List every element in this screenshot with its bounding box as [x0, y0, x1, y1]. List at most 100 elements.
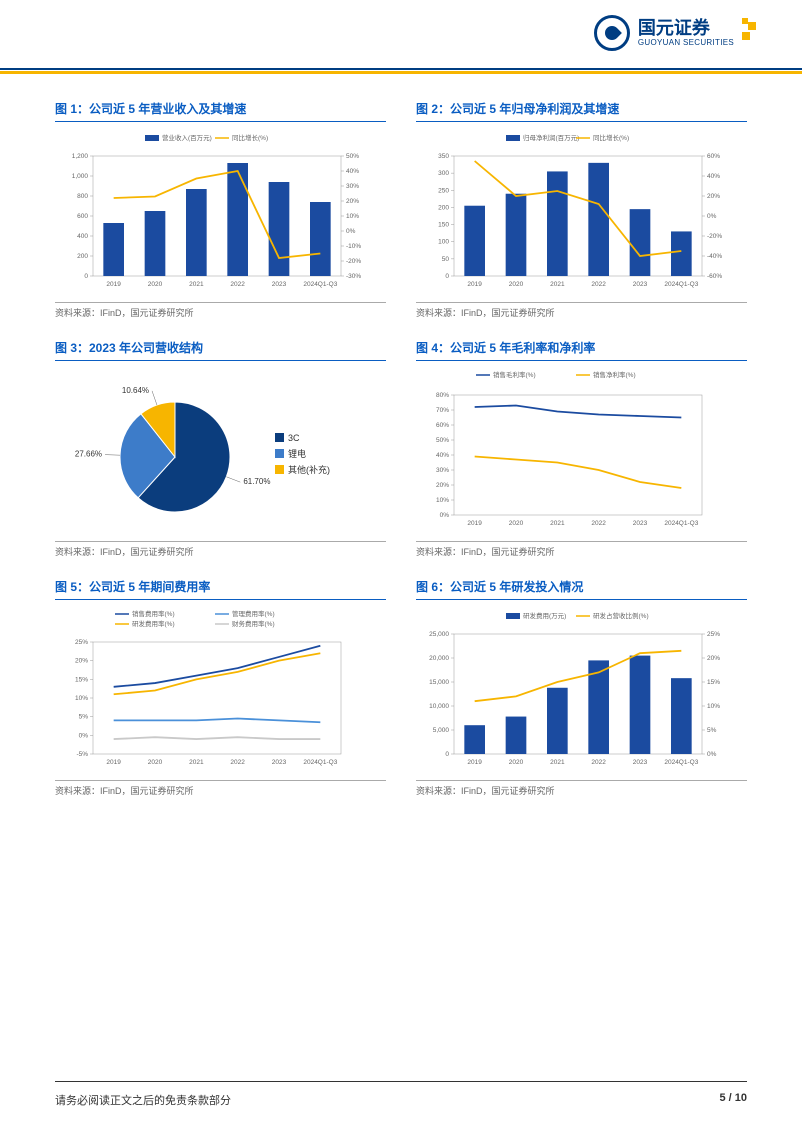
svg-text:20%: 20% [346, 198, 359, 205]
footer: 请务必阅读正文之后的免责条款部分 5 / 10 [55, 1081, 747, 1108]
svg-text:2021: 2021 [550, 520, 565, 527]
svg-text:70%: 70% [436, 407, 449, 414]
svg-text:2023: 2023 [633, 759, 648, 766]
svg-text:2019: 2019 [106, 759, 121, 766]
svg-text:-10%: -10% [346, 243, 361, 250]
svg-text:40%: 40% [436, 452, 449, 459]
svg-text:研发费用(万元): 研发费用(万元) [523, 611, 566, 620]
svg-text:800: 800 [77, 193, 88, 200]
svg-text:10.64%: 10.64% [122, 386, 149, 395]
svg-text:15,000: 15,000 [429, 679, 449, 686]
svg-text:20%: 20% [436, 482, 449, 489]
svg-text:1,000: 1,000 [72, 173, 89, 180]
logo-text-cn: 国元证券 [638, 19, 734, 39]
svg-text:0: 0 [445, 751, 449, 758]
svg-text:2022: 2022 [230, 759, 245, 766]
svg-text:0%: 0% [79, 732, 89, 739]
svg-text:80%: 80% [436, 392, 449, 399]
chart-svg: 研发费用(万元)研发占营收比例(%)05,00010,00015,00020,0… [416, 606, 736, 776]
svg-text:15%: 15% [75, 676, 88, 683]
logo-icon [594, 15, 630, 51]
svg-text:2020: 2020 [509, 281, 524, 288]
chart-6: 图 6：公司近 5 年研发投入情况研发费用(万元)研发占营收比例(%)05,00… [416, 578, 747, 807]
svg-text:归母净利润(百万元): 归母净利润(百万元) [523, 133, 579, 142]
svg-text:30%: 30% [346, 183, 359, 190]
chart-svg: 销售毛利率(%)销售净利率(%)0%10%20%30%40%50%60%70%8… [416, 367, 736, 537]
svg-text:-20%: -20% [346, 258, 361, 265]
svg-text:2022: 2022 [591, 520, 606, 527]
svg-text:25,000: 25,000 [429, 631, 449, 638]
chart-source: 资料来源：IFinD，国元证券研究所 [416, 302, 747, 319]
svg-text:0%: 0% [707, 213, 717, 220]
svg-text:2019: 2019 [467, 520, 482, 527]
svg-text:27.66%: 27.66% [75, 450, 102, 459]
chart-source: 资料来源：IFinD，国元证券研究所 [55, 780, 386, 797]
svg-text:0%: 0% [707, 751, 717, 758]
svg-text:5%: 5% [79, 714, 89, 721]
svg-text:2022: 2022 [591, 759, 606, 766]
chart-svg: 归母净利润(百万元)同比增长(%)050100150200250300350-6… [416, 128, 736, 298]
chart-title: 图 2：公司近 5 年归母净利润及其增速 [416, 100, 747, 122]
svg-text:-40%: -40% [707, 253, 722, 260]
svg-text:61.70%: 61.70% [243, 477, 270, 486]
content: 图 1：公司近 5 年营业收入及其增速营业收入(百万元) 同比增长(%) 0 200 4… [0, 70, 802, 817]
svg-text:2019: 2019 [467, 281, 482, 288]
svg-text:研发费用率(%): 研发费用率(%) [132, 619, 175, 628]
svg-text:营业收入(百万元): 营业收入(百万元) [162, 133, 212, 142]
logo-squares-icon [742, 18, 762, 48]
svg-text:20%: 20% [707, 193, 720, 200]
svg-text:150: 150 [438, 222, 449, 229]
svg-text:0%: 0% [440, 512, 450, 519]
svg-text:2021: 2021 [550, 281, 565, 288]
svg-text:20%: 20% [75, 658, 88, 665]
svg-text:2021: 2021 [550, 759, 565, 766]
svg-text:2019: 2019 [467, 759, 482, 766]
disclaimer: 请务必阅读正文之后的免责条款部分 [55, 1092, 231, 1108]
svg-text:-60%: -60% [707, 273, 722, 280]
svg-text:2021: 2021 [189, 281, 204, 288]
chart-title: 图 6：公司近 5 年研发投入情况 [416, 578, 747, 600]
svg-text:同比增长(%): 同比增长(%) [232, 133, 268, 142]
svg-text:40%: 40% [707, 173, 720, 180]
svg-text:10,000: 10,000 [429, 703, 449, 710]
svg-text:2020: 2020 [509, 520, 524, 527]
svg-text:-5%: -5% [76, 751, 88, 758]
svg-text:-20%: -20% [707, 233, 722, 240]
svg-text:2023: 2023 [633, 520, 648, 527]
svg-text:其他(补充): 其他(补充) [288, 464, 330, 475]
chart-title: 图 4：公司近 5 年毛利率和净利率 [416, 339, 747, 361]
chart-title: 图 1：公司近 5 年营业收入及其增速 [55, 100, 386, 122]
svg-text:50%: 50% [346, 153, 359, 160]
svg-text:200: 200 [438, 204, 449, 211]
chart-5: 图 5：公司近 5 年期间费用率销售费用率(%)管理费用率(%)研发费用率(%)… [55, 578, 386, 807]
svg-text:0: 0 [445, 273, 449, 280]
svg-text:2024Q1-Q3: 2024Q1-Q3 [664, 759, 698, 766]
chart-svg: 销售费用率(%)管理费用率(%)研发费用率(%)财务费用率(%)-5%0%5%1… [55, 606, 375, 776]
svg-text:60%: 60% [436, 422, 449, 429]
svg-text:25%: 25% [707, 631, 720, 638]
svg-text:2023: 2023 [272, 281, 287, 288]
svg-text:销售毛利率(%): 销售毛利率(%) [493, 370, 536, 379]
svg-text:销售费用率(%): 销售费用率(%) [132, 609, 175, 618]
svg-text:40%: 40% [346, 168, 359, 175]
svg-text:0: 0 [84, 273, 88, 280]
svg-text:60%: 60% [707, 153, 720, 160]
svg-text:财务费用率(%): 财务费用率(%) [232, 619, 275, 628]
chart-4: 图 4：公司近 5 年毛利率和净利率销售毛利率(%)销售净利率(%)0%10%2… [416, 339, 747, 568]
svg-text:300: 300 [438, 170, 449, 177]
svg-text:同比增长(%): 同比增长(%) [593, 133, 629, 142]
svg-text:2020: 2020 [148, 759, 163, 766]
svg-text:1,200: 1,200 [72, 153, 89, 160]
svg-text:10%: 10% [707, 703, 720, 710]
svg-text:2023: 2023 [272, 759, 287, 766]
logo: 国元证券 GUOYUAN SECURITIES [594, 15, 762, 51]
svg-text:2022: 2022 [591, 281, 606, 288]
svg-text:50%: 50% [436, 437, 449, 444]
svg-text:15%: 15% [707, 679, 720, 686]
svg-text:2024Q1-Q3: 2024Q1-Q3 [664, 281, 698, 288]
svg-text:2021: 2021 [189, 759, 204, 766]
svg-text:5%: 5% [707, 727, 717, 734]
svg-text:2020: 2020 [509, 759, 524, 766]
chart-source: 资料来源：IFinD，国元证券研究所 [416, 541, 747, 558]
svg-text:20,000: 20,000 [429, 655, 449, 662]
